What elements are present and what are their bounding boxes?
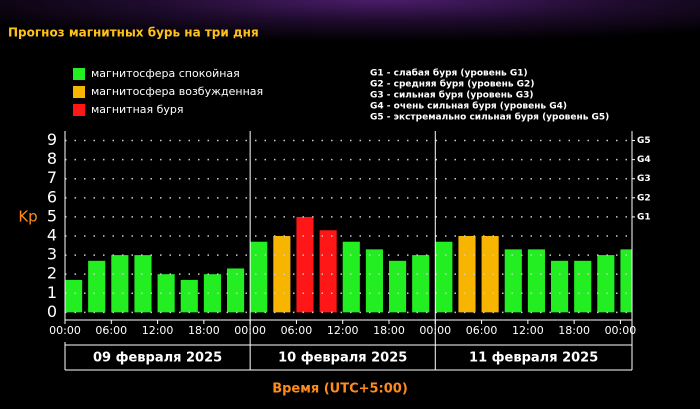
bar — [157, 274, 175, 313]
day-label: 10 февраля 2025 — [278, 351, 407, 366]
x-tick-label: 06:00 — [466, 324, 498, 337]
bar — [504, 249, 522, 313]
bar — [319, 230, 337, 313]
bar — [111, 255, 129, 313]
bar — [273, 236, 291, 313]
bar — [481, 236, 499, 313]
x-tick-label: 06:00 — [281, 324, 313, 337]
x-tick-label: 12:00 — [512, 324, 544, 337]
x-tick-label: 00:00 — [49, 324, 81, 337]
y-tick-label: 5 — [47, 206, 57, 225]
legend-swatch — [73, 86, 85, 98]
bar — [180, 279, 198, 313]
y2-tick-label: G3 — [637, 174, 651, 184]
bar — [620, 249, 632, 313]
x-tick-label: 18:00 — [558, 324, 590, 337]
chart-title: Прогноз магнитных бурь на три дня — [8, 26, 259, 40]
legend-swatch — [73, 104, 85, 116]
y-axis-label: Kp — [18, 208, 37, 226]
storm-level-note: G4 - очень сильная буря (уровень G4) — [370, 101, 567, 112]
x-tick-label: 12:00 — [327, 324, 359, 337]
storm-level-note: G3 - сильная буря (уровень G3) — [370, 90, 534, 101]
bar — [88, 260, 106, 313]
bar — [412, 255, 430, 313]
y-tick-label: 3 — [47, 245, 57, 264]
y-tick-label: 4 — [47, 226, 57, 245]
plot-area — [65, 216, 632, 313]
bar — [551, 260, 569, 313]
y-tick-label: 0 — [47, 302, 57, 321]
banner — [0, 0, 700, 60]
x-tick-label: 18:00 — [373, 324, 405, 337]
bar — [365, 249, 383, 313]
bar — [527, 249, 545, 313]
bar — [597, 255, 615, 313]
y-tick-label: 2 — [47, 264, 57, 283]
bar — [389, 260, 407, 313]
x-tick-label: 06:00 — [95, 324, 127, 337]
bar — [227, 268, 245, 313]
bar — [296, 216, 314, 313]
bar — [342, 241, 360, 313]
storm-level-note: G5 - экстремально сильная буря (уровень … — [370, 112, 609, 123]
y-tick-label: 1 — [47, 283, 57, 302]
x-tick-label: 00:00 — [605, 324, 637, 337]
bar — [574, 260, 592, 313]
y-tick-label: 7 — [47, 168, 57, 187]
bar — [250, 241, 268, 313]
x-tick-label: 18:00 — [188, 324, 220, 337]
legend-label: магнитосфера спокойная — [91, 67, 240, 80]
legend-label: магнитная буря — [91, 103, 184, 116]
legend-label: магнитосфера возбужденная — [91, 85, 263, 98]
day-label: 09 февраля 2025 — [93, 351, 222, 366]
bar — [435, 241, 453, 313]
y2-tick-label: G4 — [637, 155, 651, 165]
bar — [134, 255, 152, 313]
day-label: 11 февраля 2025 — [469, 351, 598, 366]
x-tick-label: 12:00 — [142, 324, 174, 337]
bar — [458, 236, 476, 313]
legend-swatch — [73, 68, 85, 80]
y-tick-label: 8 — [47, 149, 57, 168]
y2-tick-label: G1 — [637, 212, 651, 222]
storm-level-note: G1 - слабая буря (уровень G1) — [370, 68, 528, 79]
storm-level-note: G2 - средняя буря (уровень G2) — [370, 79, 534, 90]
y2-tick-label: G2 — [637, 193, 651, 203]
y-tick-label: 9 — [47, 130, 57, 149]
y2-tick-label: G5 — [637, 136, 651, 146]
bar — [203, 274, 221, 313]
y-tick-label: 6 — [47, 187, 57, 206]
bar — [65, 279, 83, 313]
x-axis-label: Время (UTC+5:00) — [272, 382, 408, 397]
